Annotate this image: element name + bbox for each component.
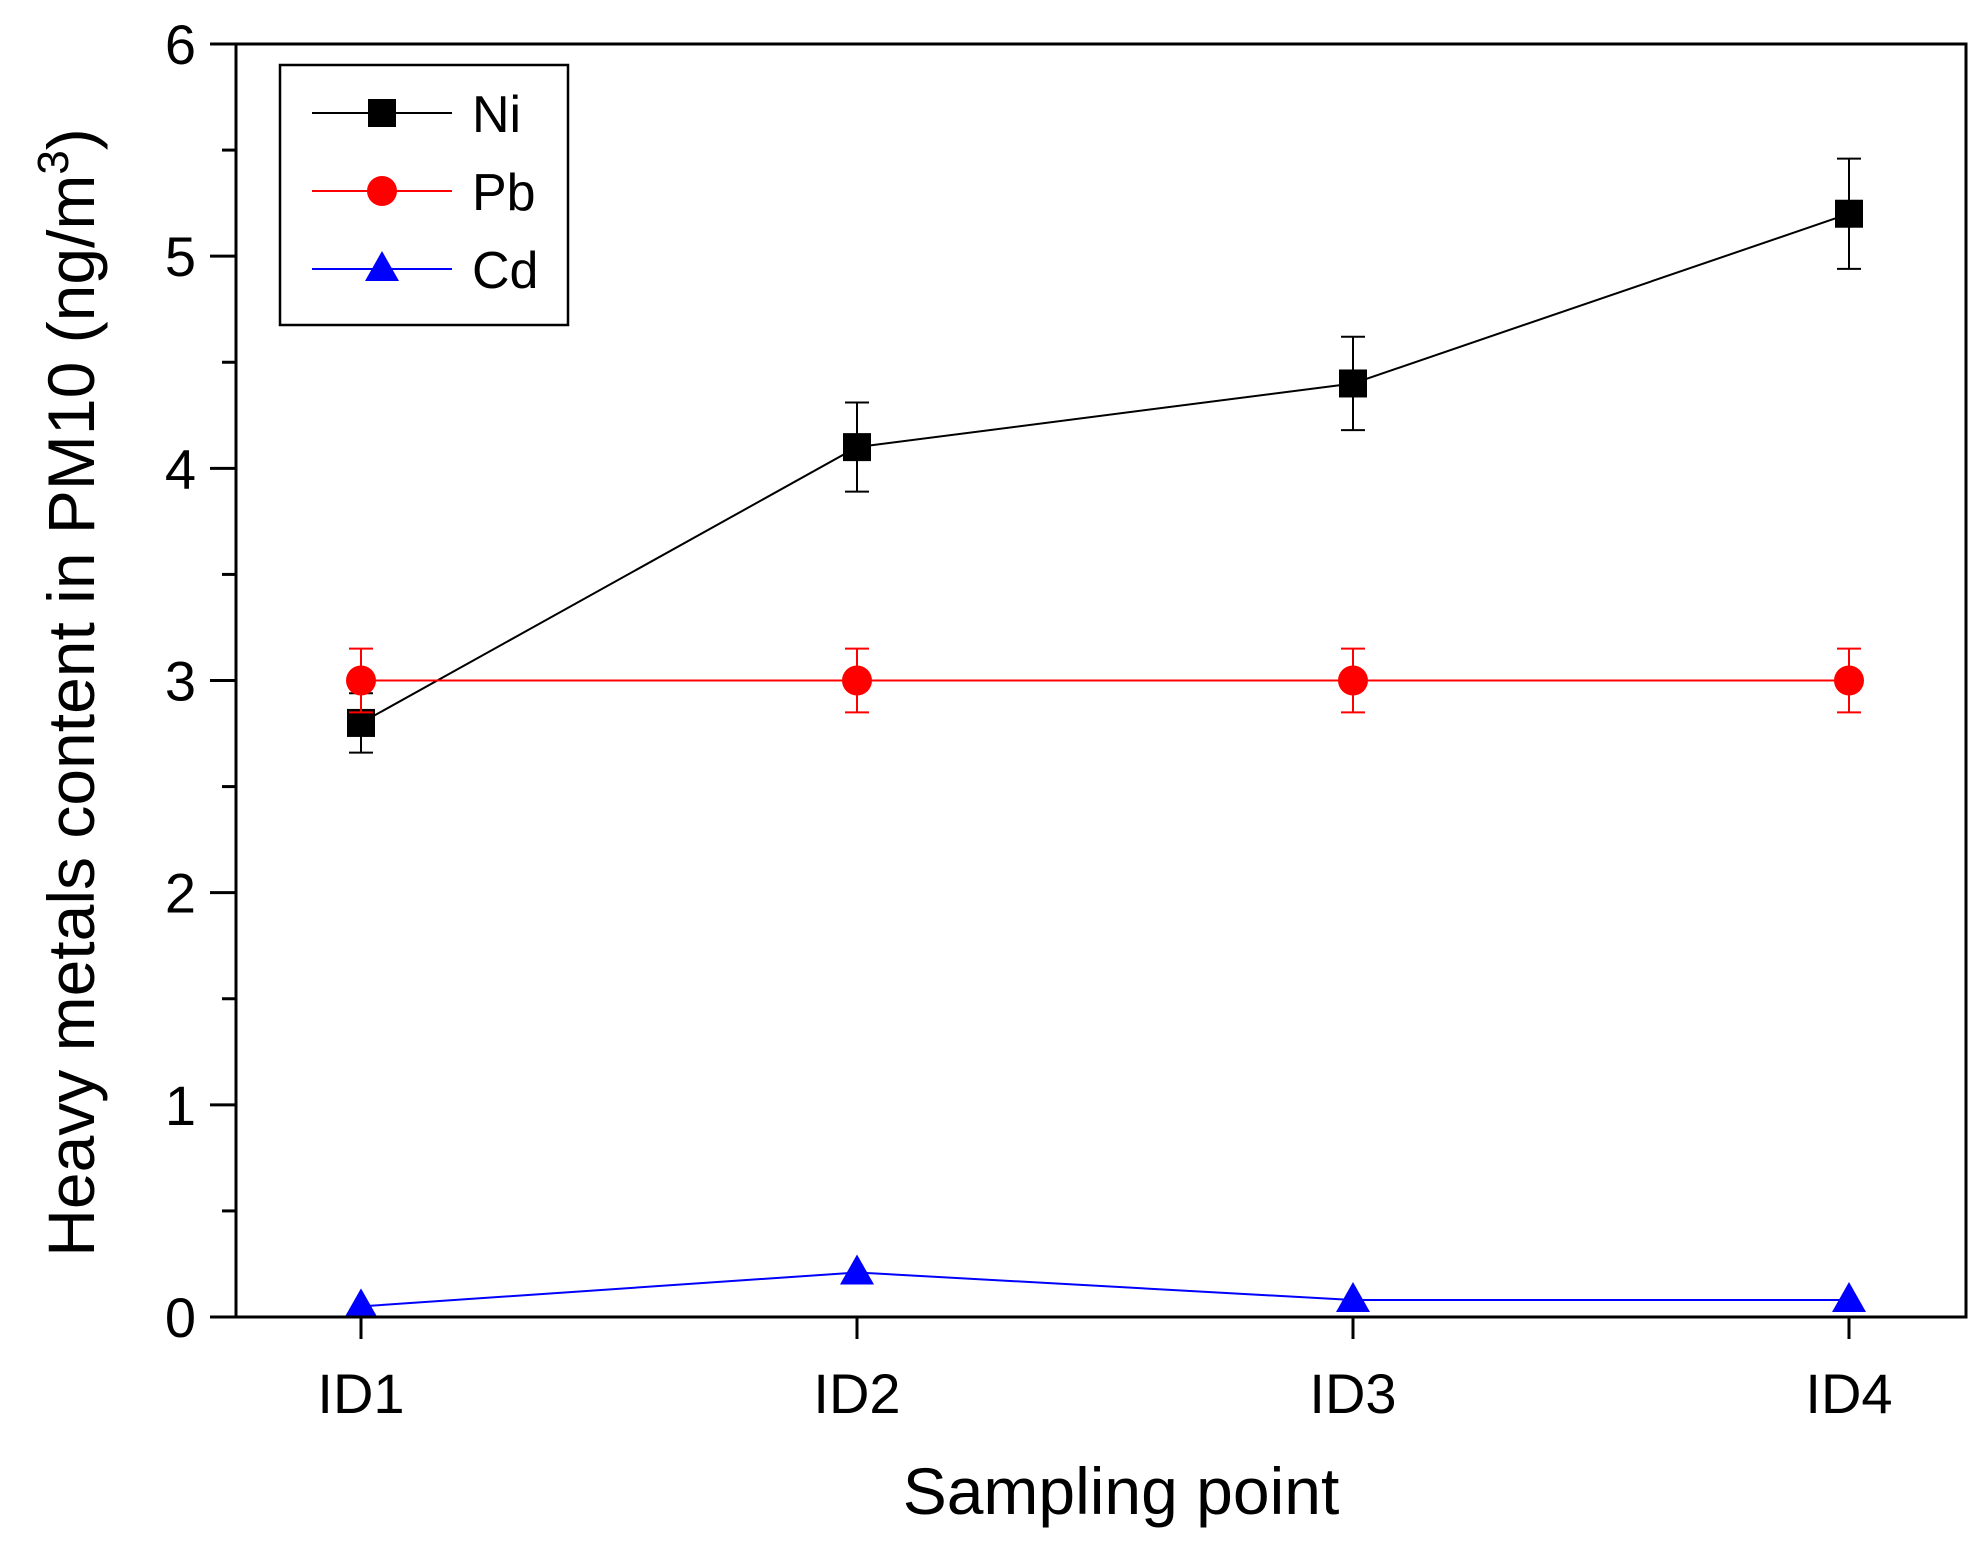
legend-marker	[367, 176, 397, 206]
legend-label: Pb	[472, 164, 536, 222]
y-tick-label: 6	[165, 13, 196, 76]
data-point-marker	[346, 665, 376, 696]
series-cd	[344, 1254, 1866, 1319]
series-line	[360, 212, 1850, 724]
series-line	[360, 1271, 1849, 1308]
data-point-marker	[1339, 369, 1367, 398]
data-point-marker	[344, 1288, 378, 1319]
series-ni	[347, 157, 1863, 754]
y-axis-title-superscript: 3	[29, 150, 78, 174]
y-tick-label: 0	[165, 1286, 196, 1349]
x-axis-title: Sampling point	[903, 1454, 1340, 1528]
data-point-marker	[1834, 665, 1864, 696]
legend-marker	[368, 99, 396, 127]
legend-item: Cd	[312, 242, 538, 300]
legend-marker	[365, 251, 399, 281]
x-tick-label: ID2	[813, 1362, 900, 1425]
y-axis-title-close: )	[34, 128, 108, 150]
data-point-marker	[347, 708, 375, 737]
y-tick-label: 1	[165, 1074, 196, 1137]
x-tick-label: ID4	[1805, 1362, 1892, 1425]
legend-item: Ni	[312, 86, 521, 144]
data-point-marker	[843, 433, 871, 462]
legend-item: Pb	[312, 164, 536, 222]
data-point-marker	[1336, 1282, 1370, 1313]
x-tick-label: ID1	[317, 1362, 404, 1425]
data-point-marker	[1832, 1282, 1866, 1313]
legend: Ni Pb Cd	[278, 63, 570, 327]
y-tick-label: 5	[165, 225, 196, 288]
legend-label: Ni	[472, 86, 521, 144]
x-tick-label: ID3	[1309, 1362, 1396, 1425]
y-axis-title: Heavy metals content in PM10 (ng/m3)	[29, 128, 108, 1257]
chart-marks	[344, 157, 1866, 1319]
data-point-marker	[1338, 665, 1368, 696]
data-point-marker	[1835, 199, 1863, 228]
y-tick-label: 2	[165, 862, 196, 925]
y-axis-title-main: Heavy metals content in PM10 (ng/m	[34, 175, 108, 1257]
legend-label: Cd	[472, 242, 538, 300]
data-point-marker	[842, 665, 872, 696]
series-pb	[346, 647, 1864, 714]
data-point-marker	[840, 1254, 874, 1285]
y-tick-label: 4	[165, 437, 196, 500]
chart-axes: 0 1 2 3 4 5 6 ID1 ID2 ID3 ID4	[165, 13, 1893, 1425]
legend-box	[278, 63, 570, 327]
y-tick-label: 3	[165, 650, 196, 713]
